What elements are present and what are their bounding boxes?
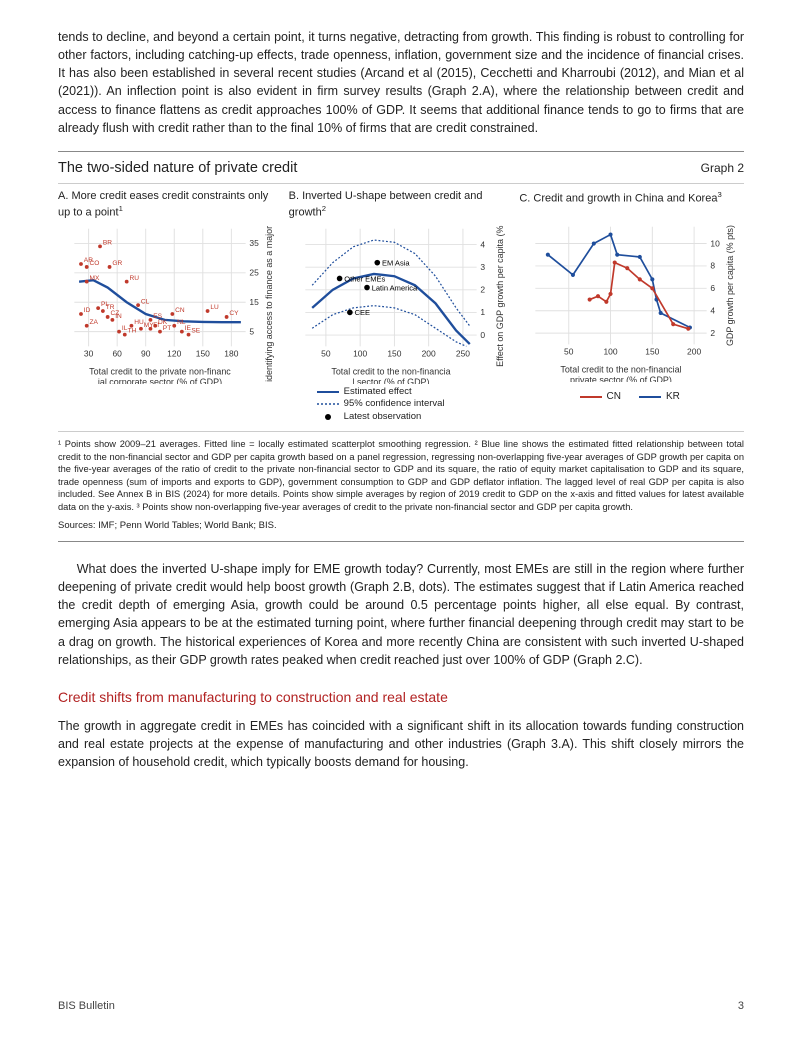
svg-text:100: 100 <box>604 346 618 356</box>
legend-kr: KR <box>666 390 680 405</box>
svg-text:5: 5 <box>249 326 254 336</box>
svg-text:BR: BR <box>103 239 112 246</box>
panel-a-title-text: A. More credit eases credit constraints … <box>58 190 268 218</box>
svg-text:100: 100 <box>353 349 367 359</box>
panel-c: C. Credit and growth in China and Korea3… <box>519 190 744 384</box>
svg-text:6: 6 <box>711 283 716 293</box>
svg-text:4: 4 <box>711 305 716 315</box>
graph-sources: Sources: IMF; Penn World Tables; World B… <box>58 519 744 533</box>
panel-c-title: C. Credit and growth in China and Korea3 <box>519 190 744 218</box>
svg-text:ZA: ZA <box>90 319 99 326</box>
panel-b-title: B. Inverted U-shape between credit and g… <box>289 190 514 220</box>
svg-text:50: 50 <box>564 346 574 356</box>
svg-text:150: 150 <box>646 346 660 356</box>
svg-text:Total credit to the non-financ: Total credit to the non-financia <box>331 367 450 377</box>
panel-c-legend: CN KR <box>515 390 744 405</box>
svg-text:3: 3 <box>480 262 485 272</box>
para-2: What does the inverted U-shape imply for… <box>58 560 744 669</box>
graph-title: The two-sided nature of private credit <box>58 158 297 179</box>
svg-text:Total credit to the private no: Total credit to the private non-financ <box>89 367 231 377</box>
svg-text:CY: CY <box>229 310 239 317</box>
svg-text:120: 120 <box>167 349 181 359</box>
svg-text:EM Asia: EM Asia <box>382 258 410 267</box>
page-footer: BIS Bulletin 3 <box>58 999 744 1015</box>
graph-header: The two-sided nature of private credit G… <box>58 158 744 184</box>
svg-text:Effect on GDP growth per capit: Effect on GDP growth per capita (% pts) <box>495 224 505 367</box>
svg-text:ID: ID <box>84 307 91 314</box>
svg-text:l sector (% of GDP): l sector (% of GDP) <box>352 377 429 384</box>
svg-text:150: 150 <box>387 349 401 359</box>
svg-text:CO: CO <box>90 260 100 267</box>
svg-text:50: 50 <box>321 349 331 359</box>
svg-text:150: 150 <box>196 349 210 359</box>
svg-text:200: 200 <box>687 346 701 356</box>
svg-text:GR: GR <box>112 260 122 267</box>
svg-text:90: 90 <box>141 349 151 359</box>
panel-a-title: A. More credit eases credit constraints … <box>58 190 283 220</box>
svg-text:0: 0 <box>480 330 485 340</box>
svg-text:private sector (% of GDP): private sector (% of GDP) <box>570 375 672 382</box>
svg-text:IN: IN <box>115 313 122 320</box>
legend-cn: CN <box>607 390 621 405</box>
svg-text:30: 30 <box>84 349 94 359</box>
svg-text:MX: MX <box>90 275 100 282</box>
svg-text:Firms identifying access to fi: Firms identifying access to finance as a… <box>264 224 274 384</box>
panel-a-sup: 1 <box>119 204 123 213</box>
footer-left: BIS Bulletin <box>58 999 115 1015</box>
svg-text:TH: TH <box>128 328 137 335</box>
svg-text:4: 4 <box>480 239 485 249</box>
panel-a: A. More credit eases credit constraints … <box>58 190 283 384</box>
panel-c-sup: 3 <box>717 190 721 199</box>
graph-label: Graph 2 <box>701 160 744 177</box>
panel-b-sup: 2 <box>322 204 326 213</box>
svg-text:Total credit to the non-financ: Total credit to the non-financial <box>561 364 682 374</box>
svg-text:8: 8 <box>711 261 716 271</box>
intro-paragraph: tends to decline, and beyond a certain p… <box>58 28 744 137</box>
graph-2-box: The two-sided nature of private credit G… <box>58 151 744 542</box>
svg-text:CL: CL <box>141 298 150 305</box>
panel-c-title-text: C. Credit and growth in China and Korea <box>519 192 717 204</box>
section-heading: Credit shifts from manufacturing to cons… <box>58 687 744 707</box>
legend-ci: 95% confidence interval <box>344 398 445 410</box>
panel-c-chart: 50 100 150 200 2 4 6 8 10 Total credit to the non… <box>519 222 744 382</box>
svg-text:ial corporate sector (% of GDP: ial corporate sector (% of GDP) <box>98 377 222 384</box>
svg-text:35: 35 <box>249 238 259 248</box>
svg-text:15: 15 <box>249 297 259 307</box>
svg-text:CN: CN <box>175 307 185 314</box>
legend-obs: Latest observation <box>344 411 422 423</box>
svg-text:1: 1 <box>480 307 485 317</box>
para-3: The growth in aggregate credit in EMEs h… <box>58 717 744 771</box>
svg-text:2: 2 <box>480 285 485 295</box>
svg-text:LU: LU <box>210 304 219 311</box>
panel-b-title-text: B. Inverted U-shape between credit and g… <box>289 190 483 218</box>
panel-a-chart: 3060901201501805152535ARCOMXBRGRRUIDZAPL… <box>58 224 283 384</box>
svg-text:200: 200 <box>421 349 435 359</box>
svg-text:25: 25 <box>249 268 259 278</box>
footer-right: 3 <box>738 999 744 1015</box>
svg-text:CEE: CEE <box>354 308 369 317</box>
svg-text:250: 250 <box>456 349 470 359</box>
panel-b: B. Inverted U-shape between credit and g… <box>289 190 514 384</box>
legend-est: Estimated effect <box>344 386 412 398</box>
svg-text:60: 60 <box>112 349 122 359</box>
panel-b-chart: 50 100 150 200 250 0 1 2 3 4 EM Asia Other EMEsLati… <box>289 224 514 384</box>
svg-text:10: 10 <box>711 238 721 248</box>
svg-text:PT: PT <box>163 325 171 332</box>
svg-text:SE: SE <box>191 328 200 335</box>
svg-text:RU: RU <box>129 275 139 282</box>
svg-text:HU: HU <box>134 319 144 326</box>
panel-b-legend: Estimated effect 95% confidence interval… <box>287 386 516 423</box>
graph-footnotes: ¹ Points show 2009–21 averages. Fitted l… <box>58 431 744 513</box>
svg-text:Other EMEs: Other EMEs <box>344 274 385 283</box>
svg-text:GDP growth per capita (% pts): GDP growth per capita (% pts) <box>725 225 735 346</box>
svg-text:Latin America: Latin America <box>371 283 417 292</box>
svg-text:2: 2 <box>711 328 716 338</box>
svg-text:180: 180 <box>224 349 238 359</box>
